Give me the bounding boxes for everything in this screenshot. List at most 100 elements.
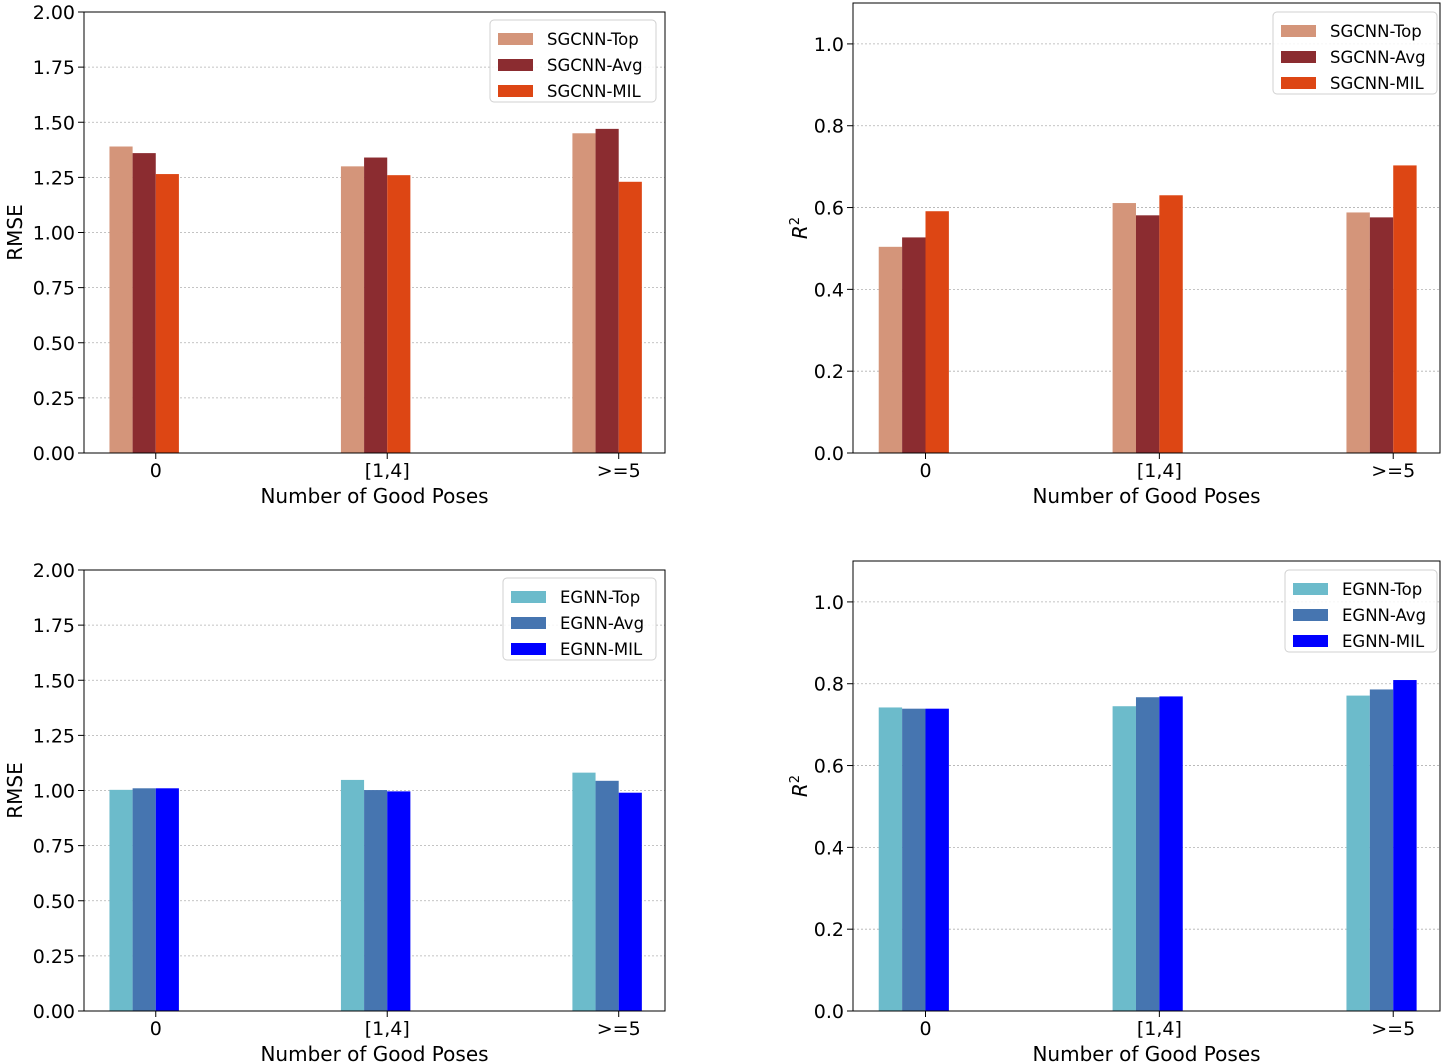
legend-label: SGCNN-MIL (547, 82, 642, 101)
y-tick-label: 0.6 (814, 198, 844, 220)
axes-frame (83, 569, 666, 1012)
y-tick-label: 1.0 (814, 34, 844, 56)
legend-swatch (1281, 77, 1316, 89)
x-tick-label: 0 (919, 1018, 931, 1040)
y-tick-label: 0.0 (814, 1001, 844, 1023)
y-tick-label: 0.4 (814, 279, 844, 301)
legend-label: EGNN-MIL (560, 640, 643, 659)
bar-sgcnn-avg-1 (364, 157, 388, 453)
bar-egnn-avg-0 (902, 708, 926, 1011)
y-tick-label: 1.25 (33, 167, 75, 189)
legend-swatch (1293, 635, 1328, 647)
bar-sgcnn-mil-0 (155, 174, 179, 453)
legend-label: SGCNN-Top (1330, 22, 1422, 41)
x-tick-label: 0 (150, 460, 162, 482)
bar-egnn-top-1 (340, 779, 365, 1011)
legend-label: EGNN-Top (1342, 580, 1422, 599)
x-axis-label: Number of Good Poses (1032, 1042, 1260, 1064)
subplot-4: 0.0 0.2 0.4 0.6 0.8 1.0 0 [1,4] >=5 Number of Goo… (788, 560, 1441, 1064)
legend-swatch (498, 59, 533, 71)
bar-sgcnn-avg-1 (1135, 215, 1160, 453)
bar-egnn-avg-1 (364, 790, 388, 1011)
y-tick-label: 1.00 (33, 223, 75, 245)
y-axis-label: R2 (788, 217, 812, 239)
x-axis-label: Number of Good Poses (260, 1042, 488, 1064)
y-tick-label: 0.25 (33, 946, 75, 968)
legend: SGCNN-Top SGCNN-Avg SGCNN-MIL (1272, 11, 1438, 95)
subplot-3: 0.00 0.25 0.50 0.75 1.00 1.25 1.50 1.75 2.00 0 [1,… (3, 560, 666, 1064)
bar-sgcnn-avg-0 (902, 237, 926, 453)
bar-sgcnn-mil-1 (387, 175, 411, 454)
legend: SGCNN-Top SGCNN-Avg SGCNN-MIL (489, 19, 657, 103)
legend-swatch (1281, 25, 1316, 37)
bar-sgcnn-top-1 (340, 166, 365, 453)
axes-frame (83, 11, 666, 454)
x-tick-label: [1,4] (365, 1018, 410, 1040)
bar-sgcnn-mil-1 (1159, 195, 1183, 454)
axes-frame (852, 2, 1441, 454)
bar-egnn-top-2 (1346, 695, 1370, 1011)
bar-egnn-top-0 (878, 707, 903, 1011)
x-tick-label: [1,4] (1137, 1018, 1182, 1040)
bar-sgcnn-mil-0 (925, 211, 949, 453)
legend-swatch (511, 591, 546, 603)
x-tick-label: [1,4] (1137, 460, 1182, 482)
y-tick-label: 0.25 (33, 388, 75, 410)
y-tick-label: 0.4 (814, 837, 844, 859)
y-tick-label: 0.75 (33, 836, 75, 858)
y-axis-label: R2 (788, 775, 812, 797)
y-tick-label: 1.75 (33, 57, 75, 79)
legend-swatch (1281, 51, 1316, 63)
legend-swatch (1293, 609, 1328, 621)
x-tick-label: >=5 (597, 1018, 641, 1040)
y-tick-label: 0.8 (814, 674, 844, 696)
bar-sgcnn-top-0 (109, 146, 133, 453)
bar-sgcnn-mil-2 (618, 181, 642, 453)
y-tick-label: 0.50 (33, 333, 75, 355)
x-axis-label: Number of Good Poses (1032, 484, 1260, 508)
y-tick-label: 2.00 (33, 2, 75, 24)
bar-egnn-avg-1 (1135, 697, 1160, 1011)
legend-swatch (511, 617, 546, 629)
y-axis-label: RMSE (3, 204, 27, 260)
y-tick-label: 1.00 (33, 781, 75, 803)
y-tick-label: 1.50 (33, 112, 75, 134)
y-tick-label: 2.00 (33, 560, 75, 582)
bar-sgcnn-top-0 (878, 246, 903, 453)
bar-egnn-top-0 (109, 789, 133, 1011)
y-axis-label: RMSE (3, 762, 27, 818)
x-tick-label: 0 (150, 1018, 162, 1040)
y-tick-label: 0.00 (33, 1001, 75, 1023)
axes-frame (852, 560, 1441, 1012)
bar-egnn-top-1 (1112, 706, 1136, 1011)
bar-egnn-mil-2 (1393, 680, 1417, 1011)
x-tick-label: 0 (919, 460, 931, 482)
bar-sgcnn-avg-0 (132, 153, 156, 453)
x-tick-label: >=5 (597, 460, 641, 482)
bar-sgcnn-top-2 (1346, 212, 1370, 453)
y-tick-label: 1.0 (814, 592, 844, 614)
y-tick-label: 1.25 (33, 725, 75, 747)
y-tick-label: 0.00 (33, 443, 75, 465)
legend-swatch (498, 85, 533, 97)
x-axis-label: Number of Good Poses (260, 484, 488, 508)
legend-swatch (1293, 583, 1328, 595)
legend-label: EGNN-Avg (1342, 606, 1426, 625)
bar-egnn-mil-1 (387, 791, 411, 1011)
bar-egnn-avg-2 (1369, 689, 1394, 1011)
y-tick-label: 0.6 (814, 756, 844, 778)
y-tick-label: 0.8 (814, 116, 844, 138)
y-tick-label: 0.0 (814, 443, 844, 465)
legend: EGNN-Top EGNN-Avg EGNN-MIL (502, 577, 657, 661)
bar-egnn-mil-1 (1159, 696, 1183, 1011)
bar-egnn-avg-0 (132, 788, 156, 1011)
y-tick-label: 0.2 (814, 919, 844, 941)
bar-sgcnn-avg-2 (1369, 217, 1394, 453)
y-tick-label: 0.75 (33, 278, 75, 300)
legend-label: SGCNN-Top (547, 30, 639, 49)
legend-label: EGNN-Avg (560, 614, 644, 633)
legend-label: EGNN-MIL (1342, 632, 1425, 651)
subplot-1: 0.00 0.25 0.50 0.75 1.00 1.25 1.50 1.75 2.00 0 [1,… (3, 2, 666, 508)
y-tick-label: 1.50 (33, 670, 75, 692)
x-tick-label: >=5 (1371, 460, 1415, 482)
